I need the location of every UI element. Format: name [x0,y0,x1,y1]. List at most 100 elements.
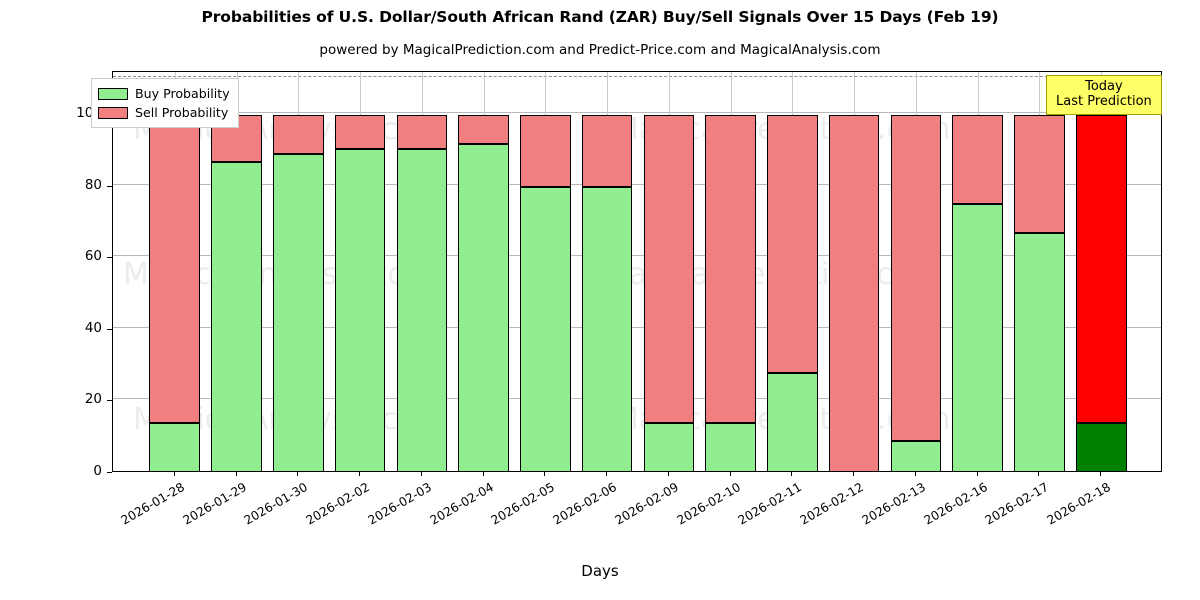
bar-group-2026-02-06[interactable] [581,72,633,471]
y-tick-label-40: 40 [84,319,102,336]
x-tick-label-2026-01-28: 2026-01-28 [118,480,187,528]
bar-group-2026-02-09[interactable] [643,72,695,471]
y-tick-mark [107,472,112,473]
bar-segment-sell[interactable] [272,114,324,155]
bar-segment-buy[interactable] [581,186,633,471]
chart-subtitle: powered by MagicalPrediction.com and Pre… [319,42,881,58]
x-tick-label-2026-01-30: 2026-01-30 [241,480,311,528]
bar-segment-sell[interactable] [520,114,571,187]
x-tick-mark [482,472,484,476]
bar-group-2026-02-02[interactable] [334,72,386,471]
bar-segment-sell[interactable] [458,114,509,144]
reference-dashed-line [113,76,1161,78]
legend-swatch-buy [98,87,128,100]
y-tick-mark [107,328,112,330]
today-line-2: Last Prediction [1056,94,1152,110]
gridline-y-20 [113,398,1161,400]
x-tick-mark [914,472,916,476]
legend-label-buy: Buy Probability [135,86,230,101]
bar-group-2026-02-03[interactable] [396,72,448,471]
x-tick-label-2026-02-10: 2026-02-10 [674,480,743,528]
bar-segment-buy[interactable] [767,372,818,471]
bar-segment-buy[interactable] [705,422,756,471]
x-tick-label-2026-02-03: 2026-02-03 [365,480,434,528]
bar-segment-sell[interactable] [705,114,756,423]
y-tick-mark [107,185,112,187]
today-line-1: Today [1085,79,1123,94]
bar-segment-sell[interactable] [396,114,448,149]
x-tick-label-2026-02-02: 2026-02-02 [303,480,373,528]
bar-segment-buy[interactable] [952,204,1004,471]
x-tick-mark [606,472,608,476]
bar-segment-sell[interactable] [643,114,695,423]
legend-label-sell: Sell Probability [135,105,229,120]
bar-group-2026-02-17[interactable] [1014,72,1065,471]
bar-segment-buy[interactable] [1075,422,1127,471]
bar-segment-buy[interactable] [211,161,262,471]
gridline-y-60 [113,255,1161,257]
bar-segment-sell[interactable] [334,114,386,149]
gridline-y-40 [113,326,1161,328]
bar-segment-sell[interactable] [149,114,201,423]
bar-segment-sell[interactable] [828,114,880,471]
today-annotation: Today Last Prediction [1046,75,1162,115]
bar-segment-buy[interactable] [396,148,448,471]
x-tick-mark [297,472,299,476]
x-tick-label-2026-02-11: 2026-02-11 [736,480,805,528]
bar-segment-buy[interactable] [643,422,695,471]
legend-item-sell[interactable]: Sell Probability [98,103,230,122]
x-tick-mark [791,472,793,476]
bar-segment-buy[interactable] [890,440,942,471]
bar-segment-sell[interactable] [1075,114,1127,423]
bar-segment-buy[interactable] [272,154,324,471]
bar-group-2026-01-30[interactable] [272,72,324,471]
y-tick-label-80: 80 [84,176,102,193]
bar-group-2026-02-18[interactable] [1075,72,1127,471]
y-tick-label-0: 0 [93,463,102,479]
bar-group-2026-02-16[interactable] [952,72,1004,471]
gridline-y-80 [113,183,1161,185]
x-tick-mark [976,472,978,476]
x-tick-mark [853,472,855,476]
bar-segment-buy[interactable] [1014,233,1065,471]
bars-layer [113,72,1161,471]
chart-legend: Buy Probability Sell Probability [91,78,239,128]
x-tick-mark [420,472,422,476]
x-tick-label-2026-02-09: 2026-02-09 [612,480,681,528]
bar-segment-buy[interactable] [520,186,571,471]
x-tick-label-2026-02-05: 2026-02-05 [489,480,558,528]
y-tick-mark [107,400,112,402]
x-tick-mark [1100,472,1102,476]
bar-segment-sell[interactable] [890,114,942,441]
y-tick-label-60: 60 [84,248,102,265]
bar-segment-buy[interactable] [334,148,386,471]
bar-group-2026-02-04[interactable] [458,72,509,471]
x-tick-label-2026-02-13: 2026-02-13 [859,480,928,528]
bar-group-2026-02-05[interactable] [520,72,571,471]
legend-item-buy[interactable]: Buy Probability [98,84,230,103]
bar-segment-sell[interactable] [952,114,1004,205]
x-tick-mark [544,472,546,476]
bar-segment-sell[interactable] [1014,114,1065,234]
bar-group-2026-02-12[interactable] [828,72,880,471]
x-tick-label-2026-01-29: 2026-01-29 [180,480,249,528]
bar-segment-sell[interactable] [581,114,633,187]
bar-group-2026-01-28[interactable] [149,72,201,471]
x-tick-label-2026-02-18: 2026-02-18 [1044,480,1114,528]
x-tick-mark [359,472,361,476]
x-tick-mark [173,472,175,476]
bar-segment-buy[interactable] [149,422,201,471]
page-title: Probabilities of U.S. Dollar/South Afric… [201,8,999,26]
gridline-y-100 [113,111,1161,113]
x-tick-label-2026-02-16: 2026-02-16 [921,480,990,528]
bar-group-2026-02-13[interactable] [890,72,942,471]
x-tick-label-2026-02-12: 2026-02-12 [797,480,867,528]
bar-group-2026-02-11[interactable] [767,72,818,471]
bar-group-2026-01-29[interactable] [211,72,262,471]
y-tick-label-20: 20 [84,391,102,408]
bar-segment-sell[interactable] [767,114,818,373]
x-tick-mark [667,472,669,476]
bar-segment-buy[interactable] [458,143,509,471]
x-tick-label-2026-02-17: 2026-02-17 [983,480,1052,528]
bar-group-2026-02-10[interactable] [705,72,756,471]
